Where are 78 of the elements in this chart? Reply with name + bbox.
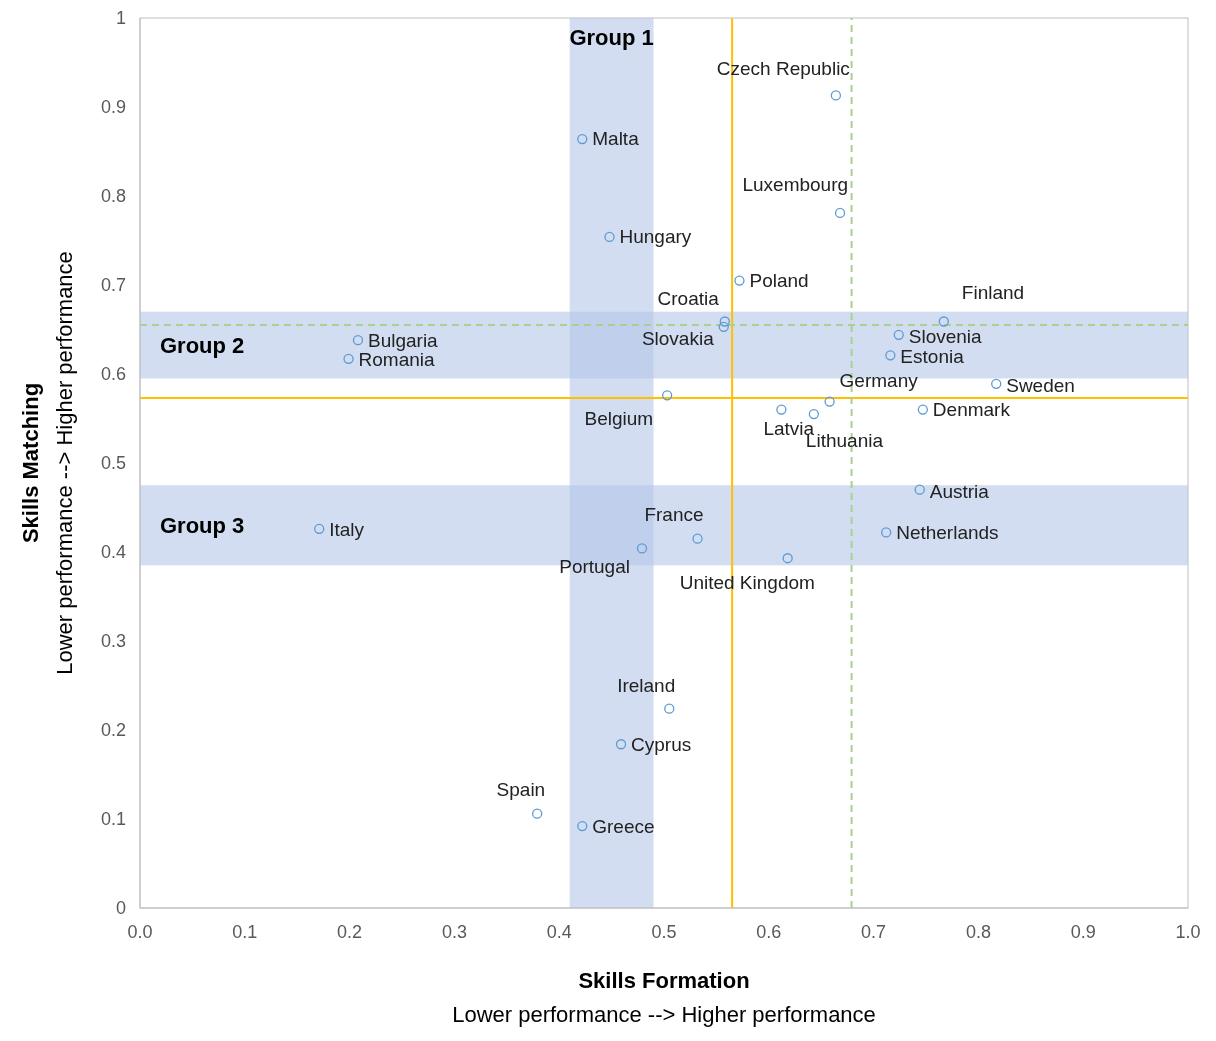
annotation: Hungary — [619, 225, 692, 247]
annotation: Greece — [592, 816, 655, 838]
point — [734, 275, 745, 286]
x-tick-label: 0.7 — [861, 922, 887, 942]
point — [615, 739, 627, 750]
point — [664, 703, 675, 714]
band-label: Group 2 — [160, 333, 245, 359]
annotation: Portugal — [559, 556, 630, 578]
point — [604, 231, 615, 243]
annotation: Croatia — [657, 288, 720, 310]
x-tick-label: 0.4 — [546, 922, 572, 942]
annotation: France — [644, 503, 704, 525]
y-tick-label: 1 — [115, 8, 126, 28]
annotation: Italy — [329, 518, 365, 540]
point — [824, 396, 835, 407]
point — [893, 329, 904, 340]
annotation: Luxembourg — [742, 173, 849, 195]
point — [938, 316, 949, 327]
x-tick-label: 0.5 — [651, 922, 677, 942]
x-tick-label: 0.0 — [127, 922, 153, 942]
annotation: Ireland — [617, 674, 676, 696]
point — [808, 408, 820, 420]
y-tick-label: 0.3 — [100, 631, 126, 651]
annotation: Poland — [749, 269, 809, 291]
point — [532, 808, 543, 819]
annotation: Austria — [929, 480, 990, 502]
x-tick-label: 0.9 — [1070, 922, 1096, 942]
annotation: Denmark — [932, 398, 1011, 420]
annotation: Slovenia — [908, 325, 983, 347]
x-tick-label: 1.0 — [1175, 922, 1201, 942]
band-label: Group 1 — [569, 25, 654, 50]
point — [692, 533, 703, 544]
annotation: Sweden — [1006, 374, 1075, 396]
point — [577, 133, 588, 145]
point — [991, 378, 1002, 389]
y-tick-label: 0.7 — [100, 275, 126, 295]
annotation: Slovakia — [641, 327, 715, 349]
y-tick-label: 0 — [115, 898, 126, 918]
annotation: Germany — [839, 369, 919, 391]
point — [343, 353, 354, 365]
point — [661, 390, 673, 401]
point — [719, 316, 730, 327]
annotation: Finland — [961, 282, 1025, 304]
point — [314, 523, 325, 535]
point — [834, 207, 846, 219]
annotation: Estonia — [900, 346, 965, 368]
point — [718, 321, 729, 332]
x-tick-label: 0.6 — [756, 922, 782, 942]
point — [830, 90, 842, 101]
y-tick-label: 0.6 — [100, 364, 126, 384]
annotation: Bulgaria — [367, 330, 439, 352]
point — [881, 527, 892, 538]
y-tick-label: 0.2 — [100, 720, 126, 740]
point — [885, 350, 896, 361]
x-axis-title: Skills Formation Lower performance --> Higher performance — [452, 968, 876, 1027]
point — [577, 820, 588, 832]
band-label: Group 3 — [160, 513, 245, 539]
y-tick-label: 0.8 — [100, 186, 126, 206]
point — [352, 335, 364, 346]
y-tick-label: 0.9 — [100, 97, 126, 117]
y-axis-title: Skills Matching Lower performance --> Higher performance — [18, 251, 77, 675]
point — [782, 553, 793, 564]
annotation: Spain — [496, 778, 546, 800]
y-tick-label: 0.4 — [100, 542, 126, 562]
y-tick-label: 0.1 — [100, 809, 126, 829]
point — [636, 543, 648, 554]
x-tick-label: 0.8 — [965, 922, 991, 942]
annotation: Belgium — [584, 408, 654, 430]
annotation: Netherlands — [896, 522, 999, 544]
annotation: Cyprus — [631, 734, 692, 756]
point — [914, 484, 925, 495]
annotation: Malta — [592, 128, 640, 150]
point — [776, 404, 787, 415]
y-tick-label: 0.5 — [100, 453, 126, 473]
x-tick-label: 0.3 — [441, 922, 467, 942]
x-tick-label: 0.1 — [232, 922, 258, 942]
x-tick-label: 0.2 — [337, 922, 363, 942]
point — [917, 404, 929, 415]
